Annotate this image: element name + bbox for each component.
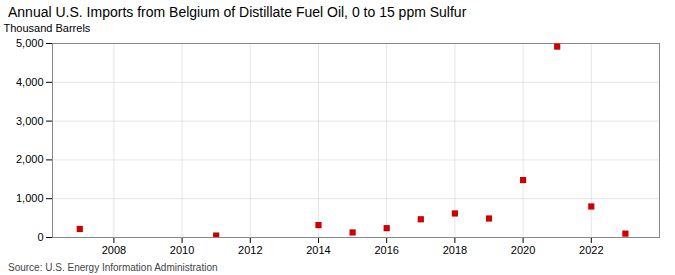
svg-text:2,000: 2,000 [16,153,44,165]
svg-text:3,000: 3,000 [16,115,44,127]
svg-text:2014: 2014 [306,244,330,256]
svg-text:Thousand Barrels: Thousand Barrels [4,22,91,34]
svg-text:4,000: 4,000 [16,76,44,88]
svg-text:2010: 2010 [170,244,194,256]
svg-text:5,000: 5,000 [16,37,44,49]
svg-text:1,000: 1,000 [16,192,44,204]
svg-text:2018: 2018 [443,244,467,256]
svg-text:2020: 2020 [511,244,535,256]
svg-text:2016: 2016 [374,244,398,256]
svg-text:2022: 2022 [579,244,603,256]
html-text:Annual U.S. Imports from Belgi: Annual U.S. Imports from Belgium of Dist… [8,4,467,20]
svg-text:2008: 2008 [102,244,126,256]
html-text:Source: U.S. Energy Informatio: Source: U.S. Energy Information Administ… [8,262,218,273]
svg-text:0: 0 [37,231,43,243]
svg-text:2012: 2012 [238,244,262,256]
